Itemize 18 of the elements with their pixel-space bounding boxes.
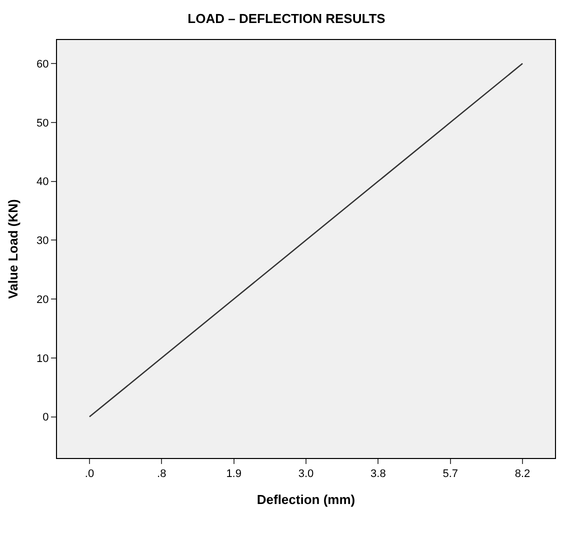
- y-tick-label: 20: [36, 294, 49, 306]
- x-tick-label: 3.0: [298, 468, 314, 480]
- x-tick-label: 5.7: [442, 468, 458, 480]
- x-tick-label: 8.2: [514, 468, 530, 480]
- x-tick-label: 1.9: [226, 468, 242, 480]
- y-axis-title: Value Load (KN): [6, 199, 20, 299]
- x-tick-label: .8: [157, 468, 166, 480]
- x-axis-title: Deflection (mm): [256, 492, 356, 507]
- y-tick-label: 60: [36, 58, 49, 70]
- x-tick-label: 3.8: [370, 468, 386, 480]
- y-tick-label: 10: [36, 352, 49, 365]
- y-tick-label: 40: [36, 176, 49, 188]
- chart-title: LOAD – DEFLECTION RESULTS: [188, 10, 386, 26]
- y-tick-label: 30: [36, 235, 49, 248]
- y-tick-label: 0: [42, 412, 49, 424]
- y-tick-label: 50: [36, 117, 49, 130]
- x-tick-label: .0: [84, 468, 94, 480]
- line-series: [88, 62, 524, 418]
